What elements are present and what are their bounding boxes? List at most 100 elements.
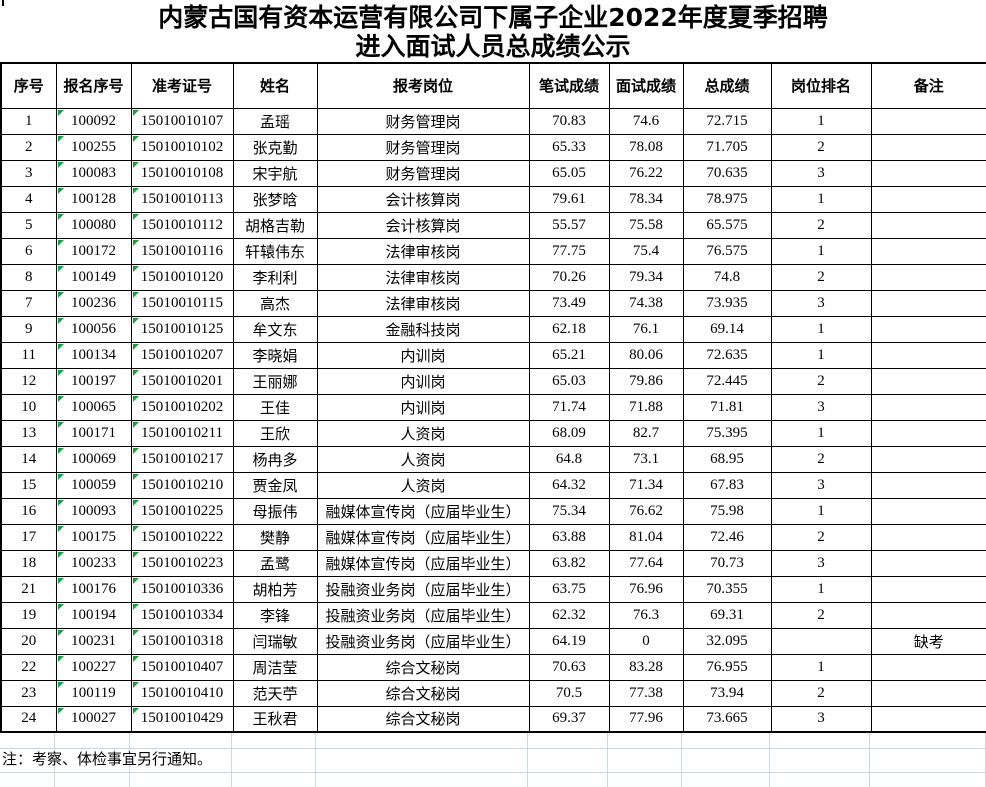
cell-remark[interactable] (870, 185, 986, 213)
cell-remark[interactable] (870, 445, 986, 473)
cell-name[interactable]: 王丽娜 (232, 367, 318, 395)
cell-written-score[interactable]: 75.34 (528, 497, 610, 525)
cell-total-score[interactable]: 74.8 (682, 263, 772, 291)
cell-interview-score[interactable]: 76.22 (608, 159, 684, 187)
cell-total-score[interactable]: 32.095 (682, 627, 772, 655)
cell-position[interactable]: 综合文秘岗 (316, 653, 530, 681)
cell-rank[interactable] (770, 627, 872, 655)
cell-interview-score[interactable]: 71.34 (608, 471, 684, 499)
cell-total-score[interactable]: 72.445 (682, 367, 772, 395)
cell-serial[interactable]: 5 (0, 211, 57, 239)
cell-ticket-no[interactable]: 15010010116 (130, 237, 234, 265)
cell-interview-score[interactable]: 79.34 (608, 263, 684, 291)
cell-reg-no[interactable]: 100236 (55, 289, 132, 317)
cell-rank[interactable]: 2 (770, 445, 872, 473)
cell-name[interactable]: 李晓娟 (232, 341, 318, 369)
cell-total-score[interactable]: 69.31 (682, 601, 772, 629)
cell-written-score[interactable]: 70.5 (528, 679, 610, 707)
cell-remark[interactable] (870, 263, 986, 291)
header-written-score[interactable]: 笔试成绩 (528, 62, 610, 109)
cell-name[interactable]: 闫瑞敏 (232, 627, 318, 655)
cell-serial[interactable]: 6 (0, 237, 57, 265)
cell-ticket-no[interactable]: 15010010318 (130, 627, 234, 655)
cell-written-score[interactable]: 65.33 (528, 133, 610, 161)
cell-ticket-no[interactable]: 15010010211 (130, 419, 234, 447)
cell-reg-no[interactable]: 100093 (55, 497, 132, 525)
cell-ticket-no[interactable]: 15010010107 (130, 107, 234, 135)
cell-rank[interactable]: 1 (770, 107, 872, 135)
cell-position[interactable]: 金融科技岗 (316, 315, 530, 343)
cell-remark[interactable] (870, 211, 986, 239)
cell-reg-no[interactable]: 100092 (55, 107, 132, 135)
cell-written-score[interactable]: 65.21 (528, 341, 610, 369)
cell-rank[interactable]: 1 (770, 497, 872, 525)
cell-position[interactable]: 人资岗 (316, 445, 530, 473)
cell-reg-no[interactable]: 100134 (55, 341, 132, 369)
cell-position[interactable]: 投融资业务岗（应届毕业生） (316, 575, 530, 603)
cell-serial[interactable]: 18 (0, 549, 57, 577)
header-interview-score[interactable]: 面试成绩 (608, 62, 684, 109)
cell-remark[interactable] (870, 341, 986, 369)
cell-name[interactable]: 李利利 (232, 263, 318, 291)
cell-reg-no[interactable]: 100255 (55, 133, 132, 161)
cell-written-score[interactable]: 62.32 (528, 601, 610, 629)
cell-written-score[interactable]: 70.63 (528, 653, 610, 681)
cell-written-score[interactable]: 64.19 (528, 627, 610, 655)
cell-remark[interactable] (870, 367, 986, 395)
cell-ticket-no[interactable]: 15010010429 (130, 705, 234, 733)
cell-rank[interactable]: 1 (770, 653, 872, 681)
cell-position[interactable]: 财务管理岗 (316, 133, 530, 161)
cell-interview-score[interactable]: 77.64 (608, 549, 684, 577)
cell-name[interactable]: 王秋君 (232, 705, 318, 733)
cell-position[interactable]: 法律审核岗 (316, 237, 530, 265)
cell-rank[interactable]: 1 (770, 419, 872, 447)
cell-interview-score[interactable]: 76.96 (608, 575, 684, 603)
cell-ticket-no[interactable]: 15010010125 (130, 315, 234, 343)
cell-ticket-no[interactable]: 15010010336 (130, 575, 234, 603)
cell-name[interactable]: 周洁莹 (232, 653, 318, 681)
cell-reg-no[interactable]: 100080 (55, 211, 132, 239)
cell-written-score[interactable]: 70.26 (528, 263, 610, 291)
cell-total-score[interactable]: 72.715 (682, 107, 772, 135)
cell-remark[interactable] (870, 653, 986, 681)
cell-rank[interactable]: 1 (770, 341, 872, 369)
cell-interview-score[interactable]: 0 (608, 627, 684, 655)
cell-position[interactable]: 投融资业务岗（应届毕业生） (316, 601, 530, 629)
cell-rank[interactable]: 2 (770, 601, 872, 629)
cell-reg-no[interactable]: 100059 (55, 471, 132, 499)
cell-remark[interactable] (870, 679, 986, 707)
cell-reg-no[interactable]: 100128 (55, 185, 132, 213)
cell-total-score[interactable]: 72.635 (682, 341, 772, 369)
cell-ticket-no[interactable]: 15010010210 (130, 471, 234, 499)
cell-serial[interactable]: 11 (0, 341, 57, 369)
cell-rank[interactable]: 1 (770, 237, 872, 265)
cell-rank[interactable]: 2 (770, 263, 872, 291)
cell-position[interactable]: 综合文秘岗 (316, 679, 530, 707)
cell-position[interactable]: 综合文秘岗 (316, 705, 530, 733)
cell-reg-no[interactable]: 100149 (55, 263, 132, 291)
cell-ticket-no[interactable]: 15010010120 (130, 263, 234, 291)
cell-serial[interactable]: 21 (0, 575, 57, 603)
cell-interview-score[interactable]: 75.4 (608, 237, 684, 265)
cell-name[interactable]: 张克勤 (232, 133, 318, 161)
cell-reg-no[interactable]: 100119 (55, 679, 132, 707)
cell-position[interactable]: 法律审核岗 (316, 289, 530, 317)
cell-written-score[interactable]: 68.09 (528, 419, 610, 447)
cell-ticket-no[interactable]: 15010010217 (130, 445, 234, 473)
cell-name[interactable]: 樊静 (232, 523, 318, 551)
cell-serial[interactable]: 4 (0, 185, 57, 213)
header-serial[interactable]: 序号 (0, 62, 57, 109)
cell-name[interactable]: 牟文东 (232, 315, 318, 343)
header-total-score[interactable]: 总成绩 (682, 62, 772, 109)
cell-name[interactable]: 宋宇航 (232, 159, 318, 187)
cell-name[interactable]: 张梦晗 (232, 185, 318, 213)
cell-position[interactable]: 人资岗 (316, 419, 530, 447)
cell-serial[interactable]: 13 (0, 419, 57, 447)
cell-reg-no[interactable]: 100056 (55, 315, 132, 343)
cell-name[interactable]: 王佳 (232, 393, 318, 421)
cell-name[interactable]: 杨冉多 (232, 445, 318, 473)
cell-remark[interactable] (870, 107, 986, 135)
cell-interview-score[interactable]: 75.58 (608, 211, 684, 239)
cell-rank[interactable]: 2 (770, 133, 872, 161)
cell-name[interactable]: 母振伟 (232, 497, 318, 525)
